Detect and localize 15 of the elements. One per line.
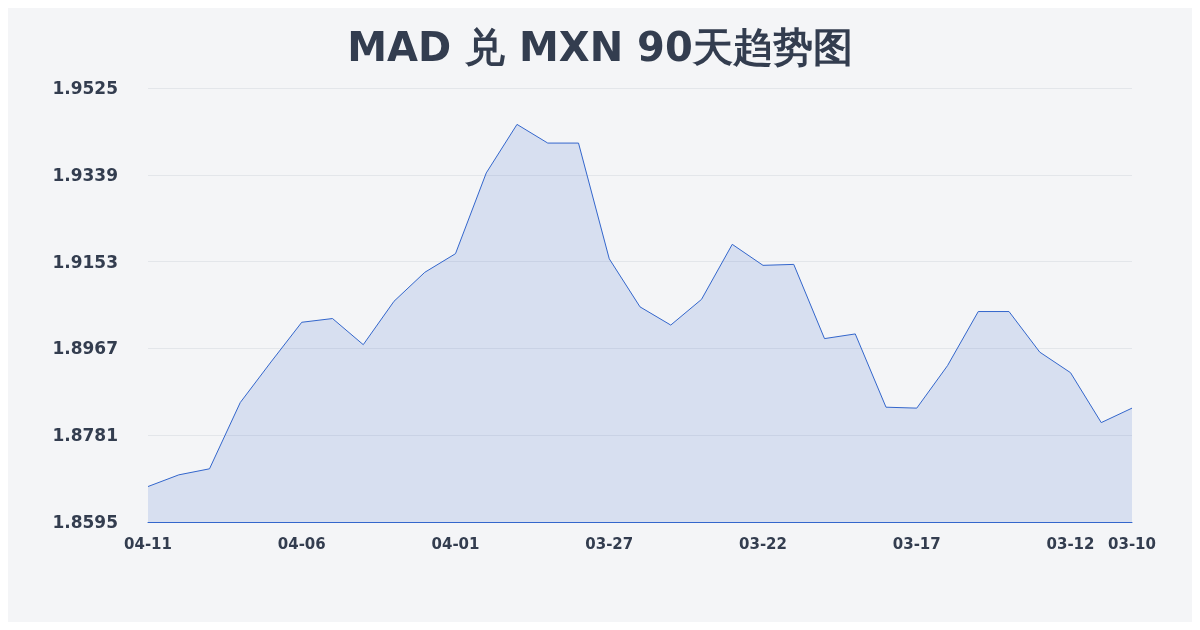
y-tick-label: 1.9339	[52, 164, 118, 185]
x-tick-label: 04-01	[431, 534, 480, 553]
x-tick-label: 03-17	[892, 534, 941, 553]
x-tick-label: 03-12	[1046, 534, 1095, 553]
y-tick-label: 1.9525	[52, 78, 118, 98]
x-tick-label: 03-27	[585, 534, 634, 553]
x-tick-label: 03-10	[1108, 534, 1156, 553]
chart-title: MAD 兑 MXN 90天趋势图	[347, 24, 853, 70]
y-tick-label: 1.8781	[52, 425, 118, 446]
y-tick-label: 1.9153	[52, 251, 118, 272]
x-tick-label: 04-06	[277, 534, 326, 553]
y-tick-label: 1.8967	[52, 338, 118, 359]
x-tick-label: 04-11	[124, 534, 172, 553]
x-tick-label: 03-22	[739, 534, 787, 553]
y-tick-label: 1.8595	[52, 512, 118, 532]
